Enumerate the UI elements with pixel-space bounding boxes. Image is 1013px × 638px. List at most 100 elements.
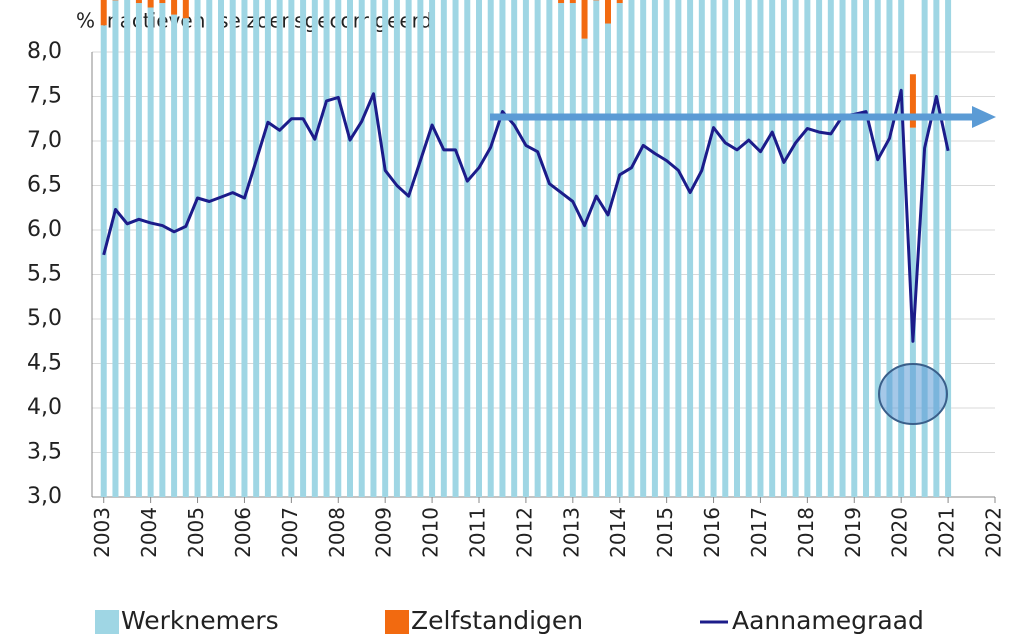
legend-label: Aannamegraad — [732, 606, 924, 635]
y-tick-label: 7,0 — [27, 128, 62, 153]
arrow-head — [972, 106, 996, 128]
bar-segment — [710, 0, 717, 498]
plot: 3,0 3,5 4,0 4,5 5,0 5,5 6,0 6,5 7,0 7,5 8,0 2003 200… — [27, 0, 1006, 558]
bar-segment — [253, 0, 260, 498]
bar-segment — [229, 0, 236, 498]
bar-segment — [171, 14, 178, 498]
bar-segment — [370, 0, 377, 497]
bar-segment — [898, 0, 905, 498]
bar-segment — [124, 0, 131, 497]
bar-segment — [792, 0, 799, 497]
bar-segment — [581, 0, 588, 39]
y-tick-label: 8,0 — [27, 39, 62, 64]
bar-segment — [933, 0, 940, 497]
highlight-circle — [878, 363, 948, 425]
bar-segment — [757, 0, 764, 497]
bar-segment — [417, 0, 424, 497]
bar-segment — [804, 0, 811, 498]
bar-segment — [558, 0, 565, 4]
bar-segment — [722, 0, 729, 498]
bar-segment — [569, 0, 576, 4]
bar-segment — [182, 0, 189, 19]
legend-swatch — [385, 610, 409, 634]
bar-segment — [651, 0, 658, 497]
y-tick-label: 3,5 — [27, 440, 62, 465]
bar-segment — [452, 0, 459, 497]
bar-segment — [100, 25, 107, 498]
x-tick-label: 2003 — [90, 507, 114, 558]
bar-segment — [311, 0, 318, 498]
bar-segment — [358, 0, 365, 498]
x-tick-label: 2009 — [372, 507, 396, 558]
bar-segment — [511, 0, 518, 498]
bar-segment — [464, 0, 471, 497]
x-tick-label: 2019 — [841, 507, 865, 558]
bar-segment — [581, 38, 588, 498]
bar-segment — [851, 0, 858, 497]
y-tick-label: 7,5 — [27, 84, 62, 109]
bar-segment — [206, 0, 213, 497]
x-tick-label: 2020 — [888, 507, 912, 558]
x-tick-label: 2021 — [935, 507, 959, 558]
bar-segment — [440, 0, 447, 498]
x-tick-label: 2013 — [559, 507, 583, 558]
bar-segment — [382, 0, 389, 498]
bar-segment — [886, 0, 893, 497]
bar-segment — [335, 0, 342, 498]
x-tick-label: 2015 — [653, 507, 677, 558]
bar-segment — [605, 23, 611, 498]
x-tick-label: 2022 — [982, 507, 1006, 558]
bar-segment — [171, 0, 178, 15]
bar-segment — [945, 0, 952, 497]
bar-segment — [100, 0, 107, 26]
bar-segment — [863, 0, 869, 497]
bar-segment — [264, 0, 271, 497]
bar-segment — [135, 3, 142, 498]
bar-segment — [218, 0, 224, 498]
bar-segment — [393, 0, 400, 497]
bar-segment — [546, 0, 553, 497]
bar-segment — [593, 0, 600, 497]
bar-segment — [687, 0, 694, 497]
x-tick-label: 2004 — [137, 507, 161, 558]
bar-segment — [159, 3, 166, 498]
bar-segment — [347, 0, 353, 497]
bar-segment — [769, 0, 776, 498]
bar-segment — [323, 0, 330, 498]
bar-segment — [476, 0, 482, 498]
x-tick-label: 2010 — [419, 507, 443, 558]
bar-segment — [429, 0, 436, 498]
x-tick-label: 2007 — [278, 507, 302, 558]
x-tick-label: 2017 — [747, 507, 771, 558]
bar-segment — [874, 0, 881, 498]
bar-segment — [405, 0, 412, 498]
bar-segment — [780, 0, 787, 498]
bar-segment — [745, 0, 752, 497]
x-tick-label: 2014 — [606, 507, 630, 558]
y-tick-label: 3,0 — [27, 484, 62, 509]
bar-segment — [112, 0, 119, 497]
bar-segment — [640, 0, 647, 498]
y-tick-label: 4,5 — [27, 351, 62, 376]
bar-segment — [147, 0, 154, 8]
y-tick-label: 6,0 — [27, 217, 62, 242]
legend-label: Zelfstandigen — [411, 606, 583, 635]
x-tick-label: 2005 — [184, 507, 208, 558]
x-tick-label: 2006 — [231, 507, 255, 558]
bar-segment — [663, 0, 670, 497]
x-tick-label: 2008 — [325, 507, 349, 558]
bar-segment — [558, 3, 565, 498]
bar-segment — [839, 0, 846, 498]
x-tick-label: 2012 — [512, 507, 536, 558]
bar-segment — [499, 0, 506, 497]
bar-segment — [616, 3, 623, 498]
y-tick-label: 5,0 — [27, 306, 62, 331]
bar-segment — [675, 0, 682, 497]
legend-label: Werknemers — [121, 606, 279, 635]
legend-swatch — [95, 610, 119, 634]
bar-segment — [816, 0, 823, 497]
x-tick-label: 2016 — [700, 507, 724, 558]
x-tick-label: 2018 — [794, 507, 818, 558]
bar-segment — [276, 0, 283, 497]
